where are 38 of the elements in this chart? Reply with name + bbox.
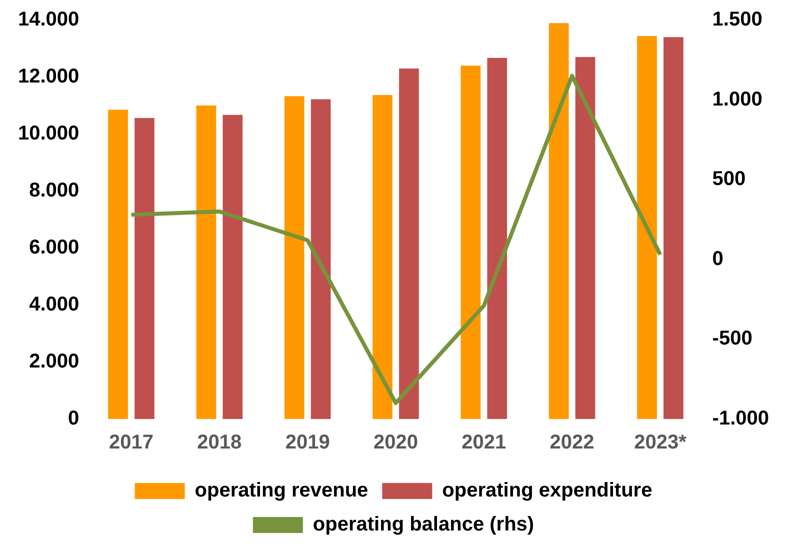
y2-tick-label: -500 <box>712 328 752 350</box>
y2-tick-label: 500 <box>712 168 746 190</box>
y-tick-label: 8.000 <box>29 180 80 202</box>
y2-tick-label: 1.500 <box>712 8 762 31</box>
x-tick-label: 2023* <box>634 432 687 454</box>
bar <box>134 118 154 419</box>
bar <box>196 106 216 419</box>
y2-tick-label: -1.000 <box>712 408 770 430</box>
y-tick-label: 6.000 <box>29 236 80 259</box>
y-tick-label: 2.000 <box>29 350 80 373</box>
bar <box>399 68 419 419</box>
bar <box>372 94 392 419</box>
bar <box>637 36 657 419</box>
y-tick-label: 14.000 <box>18 8 80 31</box>
x-tick-label: 2022 <box>550 432 594 454</box>
bar <box>108 110 128 419</box>
bar <box>222 114 243 419</box>
bar <box>664 37 684 419</box>
x-tick-label: 2020 <box>373 432 418 454</box>
bar <box>575 57 596 419</box>
legend-label: operating expenditure <box>442 480 652 502</box>
legend-label: operating balance (rhs) <box>312 514 534 536</box>
bar <box>460 66 481 419</box>
y-tick-label: 4.000 <box>29 294 80 316</box>
legend-label: operating revenue <box>194 480 368 502</box>
y2-tick-label: 0 <box>712 248 724 270</box>
x-tick-label: 2021 <box>462 432 506 454</box>
y-tick-label: 12.000 <box>18 66 80 88</box>
bar <box>487 58 508 419</box>
y-tick-label: 10.000 <box>18 122 80 145</box>
bar <box>548 23 569 419</box>
x-tick-label: 2019 <box>285 432 330 454</box>
bar <box>284 96 304 419</box>
x-tick-label: 2017 <box>109 432 154 454</box>
x-tick-label: 2018 <box>197 432 242 454</box>
y2-tick-label: 1.000 <box>712 88 762 110</box>
bar <box>310 99 331 419</box>
y-tick-label: 0 <box>68 408 80 430</box>
